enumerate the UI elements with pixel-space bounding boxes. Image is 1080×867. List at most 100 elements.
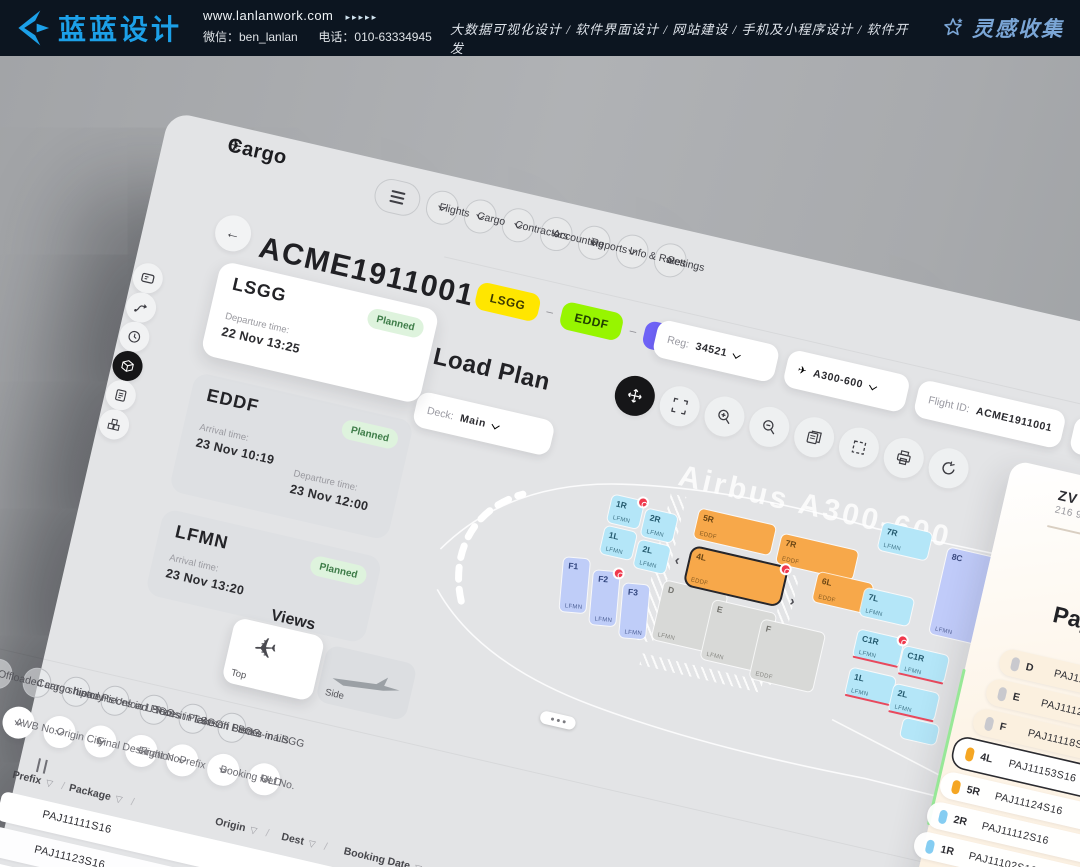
app-logo-label: Cargo bbox=[225, 133, 290, 169]
filter-select[interactable]: AWB No. bbox=[0, 703, 59, 742]
print-button[interactable] bbox=[879, 433, 928, 482]
report-pages-button[interactable] bbox=[790, 413, 839, 462]
payload-title: Payload bbox=[1050, 600, 1080, 647]
agency-website[interactable]: www.lanlanwork.com bbox=[203, 8, 334, 23]
refresh-button[interactable] bbox=[924, 444, 973, 493]
table-header-label: Dest bbox=[280, 830, 306, 848]
position-destination: EDDF bbox=[690, 577, 709, 588]
flight-id-value: ACME1911001 bbox=[974, 405, 1054, 435]
back-button[interactable]: ← bbox=[211, 211, 255, 255]
id-field[interactable]: ID: A bbox=[1068, 414, 1080, 470]
rail-ticket-button[interactable] bbox=[129, 260, 166, 297]
cargo-app-window: ✈ Cargo Flights Cargo Contractors Accoun… bbox=[0, 111, 1080, 867]
plane-top-view-icon: ✈ bbox=[253, 632, 278, 665]
cargo-position[interactable]: F3 LFMN bbox=[619, 583, 650, 640]
aircraft-select[interactable]: ✈ A300-600 bbox=[781, 348, 912, 414]
uld-code: PAJ11124S16 bbox=[993, 789, 1064, 818]
view-side-card[interactable]: Side bbox=[315, 644, 418, 722]
position-destination: LFMN bbox=[645, 529, 665, 539]
position-destination: EDDF bbox=[754, 671, 774, 681]
package-code: PAJ11111S16 bbox=[41, 808, 113, 837]
package-code: PAJ11123S16 bbox=[33, 843, 107, 867]
position-destination: EDDF bbox=[817, 594, 836, 605]
header-separator: / bbox=[60, 780, 66, 793]
filter-funnel-icon[interactable]: ▽ bbox=[249, 824, 259, 836]
flight-id-label: Flight ID: bbox=[927, 394, 971, 416]
filter-funnel-icon[interactable]: ▽ bbox=[44, 776, 54, 789]
rail-documents-button[interactable] bbox=[102, 377, 139, 414]
status-dot bbox=[937, 808, 949, 825]
position-label: F1 bbox=[567, 560, 579, 572]
table-header: Booking Date ▽ / bbox=[343, 845, 435, 867]
reg-label: Reg: bbox=[665, 333, 691, 351]
diagram-toolbar bbox=[610, 371, 973, 493]
position-destination: LFMN bbox=[934, 626, 953, 637]
header-separator: / bbox=[322, 840, 329, 854]
status-dot bbox=[964, 746, 976, 763]
position-destination: LFMN bbox=[594, 616, 613, 624]
position-destination: LFMN bbox=[705, 651, 725, 662]
plane-side-view-icon bbox=[332, 677, 400, 691]
table-header: Dest ▽ / bbox=[280, 831, 328, 853]
payload-position: D bbox=[1024, 660, 1035, 674]
cargo-position[interactable]: F1 LFMN bbox=[559, 557, 591, 614]
payload-position: 4L bbox=[979, 751, 994, 766]
route-dash: – bbox=[628, 323, 638, 339]
route-dash: – bbox=[545, 304, 555, 320]
table-header-label: Origin bbox=[214, 815, 247, 835]
zoom-in-button[interactable] bbox=[700, 392, 749, 441]
leg-card-eddf[interactable]: EDDF Planned Arrival time: 23 Nov 10:19 … bbox=[168, 371, 415, 541]
hamburger-menu-button[interactable] bbox=[371, 175, 424, 220]
payload-position: 5R bbox=[965, 783, 982, 799]
printer-icon bbox=[896, 450, 911, 466]
fit-view-button[interactable] bbox=[655, 382, 704, 431]
rail-history-button[interactable] bbox=[116, 318, 153, 355]
bottom-tab[interactable]: Offloaded cargo history bbox=[0, 655, 105, 704]
sparkle-star-icon bbox=[944, 18, 963, 36]
boxes-icon bbox=[107, 418, 120, 431]
flight-id-field[interactable]: Flight ID: ACME1911001 bbox=[912, 378, 1068, 450]
cargo-position[interactable]: F2 LFMN bbox=[589, 566, 626, 627]
route-icon bbox=[134, 304, 148, 312]
uld-code: PAJ11123S16 bbox=[1039, 696, 1080, 725]
route-stop-eddf: EDDF bbox=[557, 300, 626, 342]
refresh-icon bbox=[942, 461, 955, 475]
main-nav: Flights Cargo Contractors Accounting Rep… bbox=[371, 175, 706, 281]
resize-handle[interactable] bbox=[35, 758, 48, 774]
status-dot bbox=[924, 838, 936, 855]
status-dot bbox=[996, 685, 1008, 702]
position-destination: LFMN bbox=[864, 608, 884, 619]
status-dot bbox=[1009, 656, 1021, 672]
rail-route-button[interactable] bbox=[123, 289, 160, 326]
position-destination: LFMN bbox=[612, 515, 631, 525]
payload-position: 2R bbox=[952, 813, 969, 828]
filter-funnel-icon[interactable]: ▽ bbox=[114, 793, 124, 805]
position-label: 2L bbox=[641, 543, 654, 556]
zoom-out-button[interactable] bbox=[745, 402, 794, 451]
uld-code: PAJ11153S16 bbox=[1007, 757, 1078, 785]
agency-brand: 蓝蓝设计 bbox=[58, 14, 183, 45]
chevron-down-icon bbox=[733, 350, 742, 359]
rail-cargo-button-active[interactable] bbox=[109, 347, 146, 384]
filter-funnel-icon[interactable]: ▽ bbox=[307, 837, 317, 849]
payload-position: E bbox=[1011, 690, 1022, 704]
inspiration-collect[interactable]: 灵感收集 bbox=[941, 13, 1064, 43]
position-destination: LFMN bbox=[656, 632, 676, 642]
move-tool-button[interactable] bbox=[610, 371, 659, 420]
nav-item[interactable]: Flights bbox=[422, 187, 471, 228]
agency-logo-icon bbox=[18, 10, 50, 46]
selection-frame-icon bbox=[851, 440, 867, 455]
divider bbox=[1046, 524, 1080, 554]
filter-funnel-icon[interactable]: ▽ bbox=[414, 862, 423, 867]
clipboard-icon bbox=[115, 389, 127, 402]
position-label: 1L bbox=[607, 529, 620, 542]
rail-handling-button[interactable] bbox=[96, 406, 133, 443]
registration-select[interactable]: Reg: 34521 bbox=[651, 318, 781, 384]
plane-icon: ✈ bbox=[796, 364, 808, 378]
payload-position: F bbox=[998, 720, 1008, 734]
agency-wechat: 微信：ben_lanlan bbox=[203, 30, 298, 44]
filter-select[interactable]: Booking Ref No. bbox=[203, 750, 296, 792]
select-area-button[interactable] bbox=[834, 423, 883, 472]
agency-website-line: www.lanlanwork.com ▸▸▸▸▸ bbox=[203, 8, 432, 23]
ticket-icon bbox=[141, 272, 155, 284]
